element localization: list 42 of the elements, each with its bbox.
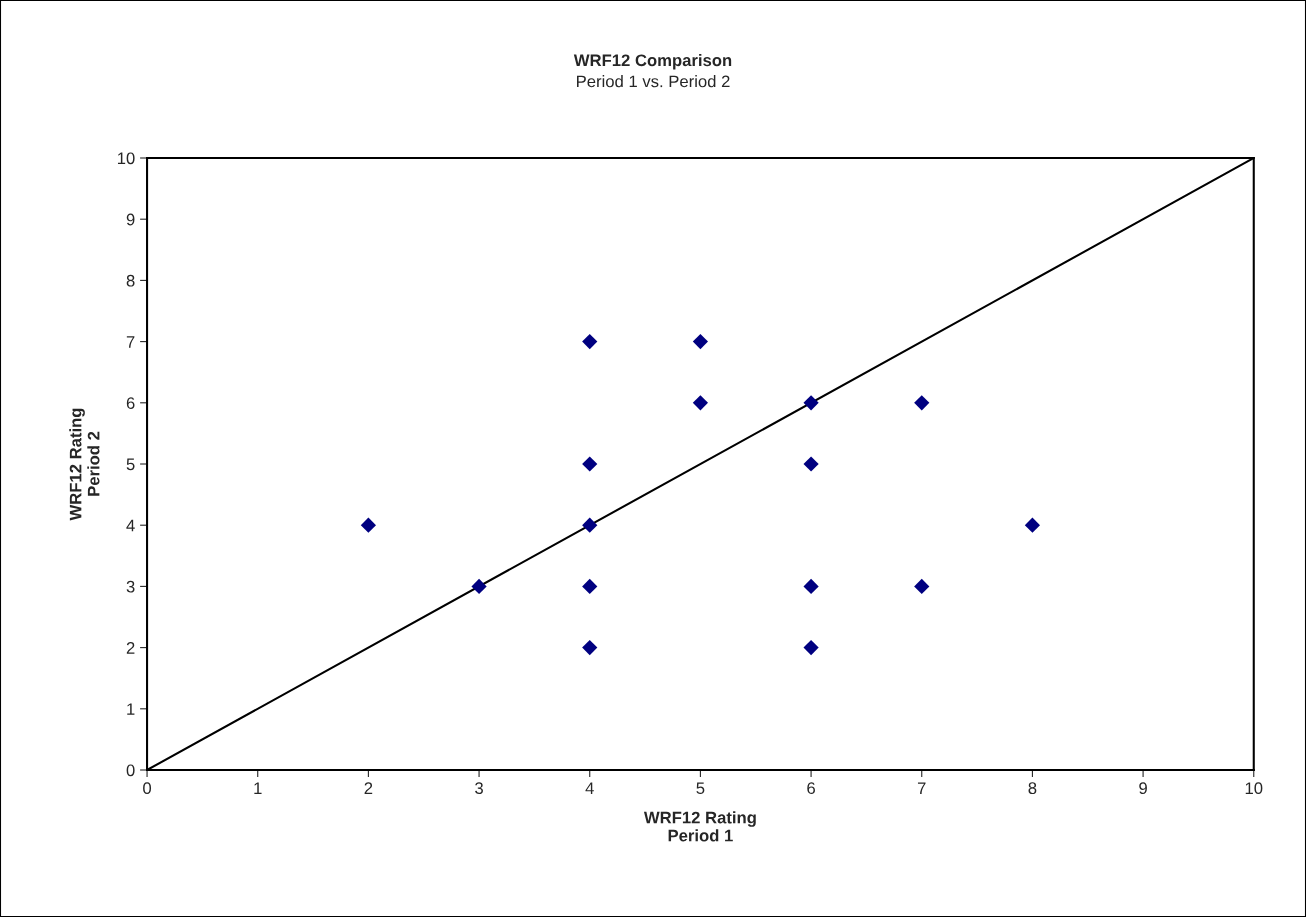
x-tick-label: 10 [1245, 782, 1263, 795]
y-tick-label: 1 [127, 703, 135, 715]
point [471, 578, 487, 595]
point [692, 395, 709, 411]
x-tick-label: 4 [585, 782, 594, 794]
point [582, 456, 598, 472]
y-tick-label: 2 [126, 642, 135, 654]
x-tick-label: 2 [364, 782, 373, 794]
point [914, 578, 930, 595]
x-tick-label: 3 [475, 782, 483, 795]
point [582, 333, 598, 350]
point [914, 395, 930, 411]
y-tick-label: 7 [126, 336, 135, 348]
y-tick-label: 10 [117, 152, 135, 165]
chart-title: WRF12 Comparison [573, 53, 732, 70]
point [360, 517, 376, 533]
y-tick-label: 6 [126, 397, 135, 409]
y-tick-label: 4 [126, 519, 135, 532]
point [692, 333, 709, 350]
point [803, 640, 819, 656]
y-tick-label: 5 [126, 458, 135, 471]
x-tick-label: 9 [1139, 782, 1147, 795]
x-tick-label: 5 [696, 782, 705, 795]
point [803, 578, 819, 595]
point [582, 578, 598, 595]
y-tick-label: 8 [126, 274, 135, 287]
chart-subtitle: Period 1 vs. Period 2 [577, 75, 730, 88]
y-tick-label: 9 [126, 213, 135, 226]
y-axis-title: WRF12 Rating Period 2 [69, 408, 100, 521]
x-tick-label: 7 [917, 782, 926, 794]
x-tick-label: 8 [1028, 782, 1037, 795]
point [803, 456, 819, 472]
x-tick-label: 6 [807, 782, 815, 795]
x-tick-label: 1 [254, 782, 262, 794]
y-tick-label: 3 [126, 580, 135, 593]
x-tick-label: 0 [143, 782, 152, 795]
x-axis-title: WRF12 Rating Period 1 [643, 811, 756, 842]
point [582, 517, 598, 533]
y-tick-label: 0 [126, 764, 135, 777]
point [582, 640, 598, 656]
point [1024, 517, 1041, 533]
point [803, 395, 819, 411]
